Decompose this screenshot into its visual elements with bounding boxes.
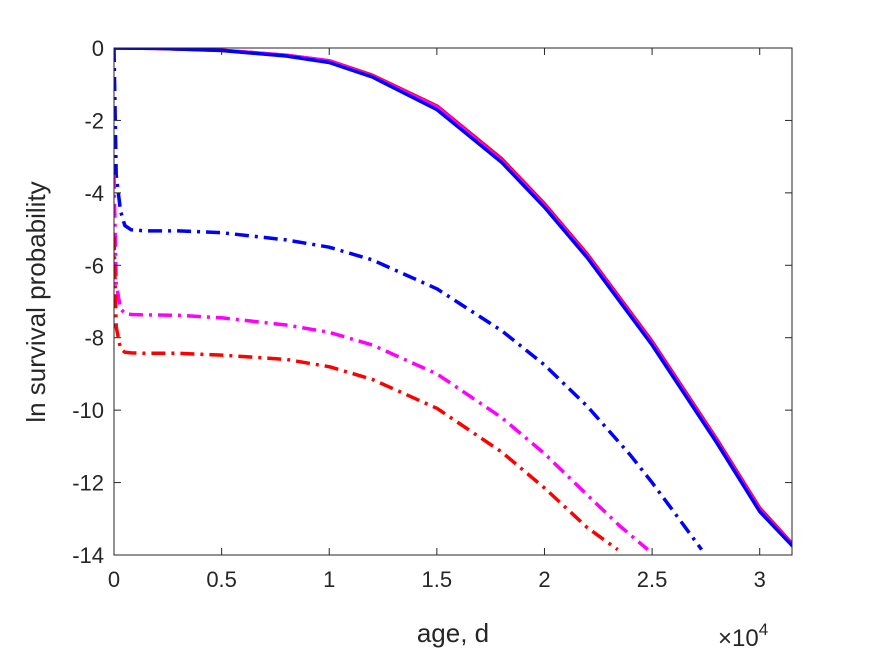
x-tick-label: 2 bbox=[538, 567, 550, 592]
y-tick-label: -6 bbox=[84, 253, 104, 278]
y-tick-label: -10 bbox=[72, 398, 104, 423]
x-axis-label: age, d bbox=[417, 618, 489, 648]
x-tick-label: 0 bbox=[108, 567, 120, 592]
x-exponent-power: 4 bbox=[759, 620, 768, 639]
y-tick-label: -4 bbox=[84, 181, 104, 206]
y-tick-label: 0 bbox=[92, 36, 104, 61]
x-tick-label: 0.5 bbox=[206, 567, 237, 592]
x-tick-label: 3 bbox=[754, 567, 766, 592]
y-tick-label: -12 bbox=[72, 471, 104, 496]
y-axis-label: ln survival probability bbox=[21, 181, 51, 422]
y-tick-label: -14 bbox=[72, 543, 104, 568]
y-tick-label: -2 bbox=[84, 108, 104, 133]
x-tick-label: 2.5 bbox=[637, 567, 668, 592]
x-exponent-base: ×10 bbox=[718, 625, 759, 652]
x-tick-label: 1 bbox=[323, 567, 335, 592]
y-tick-label: -8 bbox=[84, 326, 104, 351]
x-tick-label: 1.5 bbox=[422, 567, 453, 592]
